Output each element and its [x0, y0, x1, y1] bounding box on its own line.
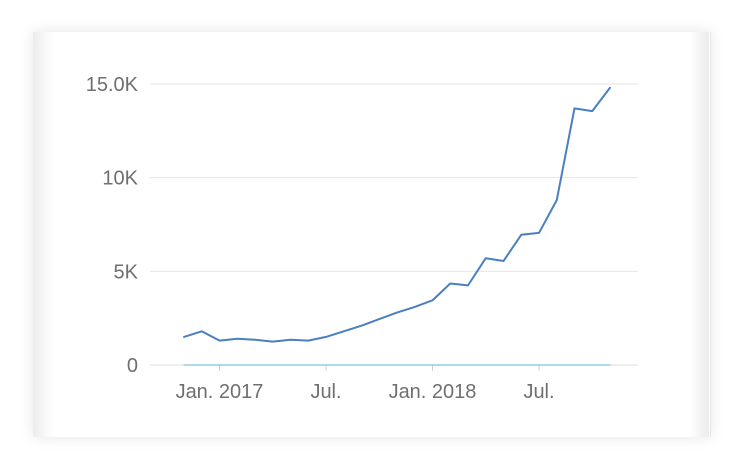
x-tick-label-0: Jan. 2017 [176, 381, 264, 403]
x-tick-label-3: Jul. [523, 381, 554, 403]
series-line-0 [183, 86, 611, 343]
x-tick-label-1: Jul. [310, 381, 341, 403]
card-left-shade [33, 32, 53, 437]
x-axis: Jan. 2017 Jul. Jan. 2018 Jul. [150, 364, 638, 403]
y-tick-label-2: 10K [102, 168, 138, 190]
x-tick-label-2: Jan. 2018 [389, 381, 477, 403]
y-tick-label-1: 5K [114, 261, 139, 283]
series-layer [183, 86, 611, 366]
y-axis: 0 5K 10K 15.0K [86, 74, 139, 377]
y-tick-label-0: 0 [127, 355, 138, 377]
gridlines [150, 83, 638, 272]
card-right-shade [689, 32, 709, 437]
y-tick-label-3: 15.0K [86, 74, 139, 96]
chart-card [33, 32, 711, 437]
